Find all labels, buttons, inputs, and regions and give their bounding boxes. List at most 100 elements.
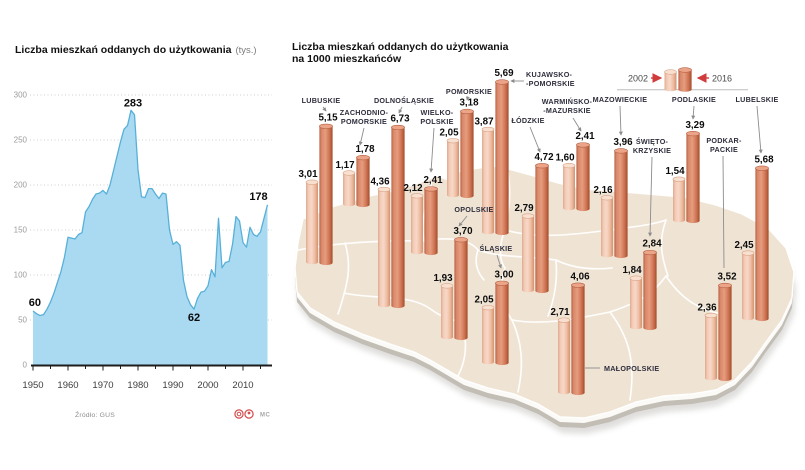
bar-2002-warminsko-top xyxy=(562,163,576,169)
y-tick-label-300: 300 xyxy=(14,91,28,100)
bar-2016-dolnoslaskie-body xyxy=(391,127,405,306)
legend-cylinder-2002-body xyxy=(664,72,677,89)
leader-opolskie xyxy=(458,215,468,227)
legend-cylinder-2002-top xyxy=(664,69,677,75)
left-chart-title-unit: (tys.) xyxy=(235,45,256,56)
value-label-2016-podlaskie: 3,29 xyxy=(685,120,705,131)
bar-2002-lubelskie-body xyxy=(742,253,754,318)
region-label-slaskie: ŚLĄSKIE xyxy=(480,244,513,253)
bar-2016-lubuskie-body xyxy=(319,126,333,263)
region-label-line-dolnoslaskie-0: DOLNOŚLĄSKIE xyxy=(374,96,434,105)
map-labels: POMORSKIE2,053,18ZACHODNIO-POMORSKIE1,17… xyxy=(298,68,778,373)
value-label-2002-swietokrzyskie: 1,84 xyxy=(622,265,642,276)
bar-2016-warminsko xyxy=(576,142,590,212)
bar-2002-dolnoslaskie-top xyxy=(377,186,391,193)
y-tick-label-150: 150 xyxy=(14,226,28,235)
region-label-dolnoslaskie: DOLNOŚLĄSKIE xyxy=(374,96,434,105)
credit-label: MC xyxy=(260,413,270,419)
region-label-lubelskie: LUBELSKIE xyxy=(736,95,779,104)
leader-wielkopolskie xyxy=(429,127,435,173)
bar-2002-lubelskie xyxy=(741,250,755,321)
left-area-chart: Liczba mieszkań oddanych do użytkowania(… xyxy=(14,44,272,419)
bar-2002-wielkopolskie-body xyxy=(411,195,423,252)
value-label-2016-kujawsko: 5,69 xyxy=(494,68,514,79)
bar-2002-slaskie-body xyxy=(482,307,494,362)
region-label-line-zachodniopomorskie-0: ZACHODNIO- xyxy=(340,108,389,117)
bar-2002-opolskie xyxy=(440,283,454,340)
x-tick-label-2000: 2000 xyxy=(197,380,218,391)
region-label-line-kujawsko-0: KUJAWSKO- xyxy=(526,70,573,79)
bar-2002-malopolskie-top xyxy=(557,317,571,323)
x-tick-label-1970: 1970 xyxy=(92,380,113,391)
x-axis-ticks: 1950 1960 1970 1980 1990 2000 2010 xyxy=(22,366,261,391)
bar-2002-lubuskie-top xyxy=(305,179,319,185)
value-label-2002-mazowieckie: 2,16 xyxy=(593,185,613,196)
bar-2016-swietokrzyskie xyxy=(643,249,657,331)
bar-2016-mazowieckie-top xyxy=(614,148,628,154)
value-label-2016-dolnoslaskie: 6,73 xyxy=(390,114,410,125)
source-label: Źródło: GUS xyxy=(75,410,115,419)
bar-2016-kujawsko xyxy=(495,79,509,236)
map-title-line1: Liczba mieszkań oddanych do użytkowania xyxy=(292,41,509,53)
leader-zachodniopomorskie xyxy=(358,127,365,146)
leader-swietokrzyskie xyxy=(648,156,653,237)
region-label-line-malopolskie-0: MAŁOPOLSKIE xyxy=(604,364,659,373)
value-label-2002-malopolskie: 2,71 xyxy=(550,307,570,318)
bar-2002-podkarpackie xyxy=(704,312,718,381)
bar-2002-slaskie xyxy=(481,305,495,365)
region-label-line-slaskie-0: ŚLĄSKIE xyxy=(480,244,513,253)
bar-2002-warminsko xyxy=(562,163,576,211)
bar-2016-lubuskie-top xyxy=(319,123,333,129)
bar-2002-swietokrzyskie-body xyxy=(630,278,642,327)
legend-cylinder-2002 xyxy=(664,69,677,92)
map-bar-chart: Liczba mieszkań oddanych do użytkowania … xyxy=(292,41,796,434)
value-label-2002-zachodniopomorskie: 1,17 xyxy=(335,160,355,171)
bar-2016-pomorskie-body xyxy=(460,111,474,196)
value-label-2002-dolnoslaskie: 4,36 xyxy=(370,177,390,188)
region-label-line-warminsko-0: WARMIŃSKO- xyxy=(542,97,593,106)
region-label-mazowieckie: MAZOWIECKIE xyxy=(593,95,648,104)
bar-2002-lodzkie-top xyxy=(521,213,535,219)
bar-2016-podlaskie xyxy=(686,131,700,224)
bar-2002-dolnoslaskie xyxy=(377,186,391,308)
bar-2002-podlaskie-top xyxy=(672,176,686,182)
bar-2016-lubuskie xyxy=(319,123,333,266)
legend-cylinders xyxy=(664,67,692,92)
legend-label-2016: 2016 xyxy=(712,74,732,84)
bar-2016-podkarpackie xyxy=(718,282,732,382)
value-label-2002-lubuskie: 3,01 xyxy=(298,169,318,180)
bar-2002-malopolskie-body xyxy=(558,320,570,392)
bar-2016-warminsko-top xyxy=(576,142,590,148)
value-label-2016-mazowieckie: 3,96 xyxy=(613,137,633,148)
annotation-62: 62 xyxy=(188,312,200,324)
region-label-line-wielkopolskie-1: POLSKIE xyxy=(420,117,453,126)
region-label-line-mazowieckie-0: MAZOWIECKIE xyxy=(593,95,648,104)
bar-2016-zachodniopomorskie-body xyxy=(356,157,370,205)
leader-pomorskie xyxy=(465,96,470,101)
bar-2016-mazowieckie-body xyxy=(614,150,628,256)
x-tick-label-2010: 2010 xyxy=(232,380,253,391)
y-tick-label-0: 0 xyxy=(23,361,28,370)
bar-2016-swietokrzyskie-body xyxy=(643,252,657,328)
bar-2002-podkarpackie-top xyxy=(704,312,718,319)
left-chart-title: Liczba mieszkań oddanych do użytkowania(… xyxy=(15,44,257,56)
annotation-60: 60 xyxy=(29,297,41,309)
bar-2002-opolskie-top xyxy=(440,283,454,289)
region-label-line-warminsko-1: -MAZURSKIE xyxy=(543,106,591,115)
area-fill xyxy=(33,110,268,365)
bar-2002-mazowieckie-top xyxy=(600,195,614,201)
bar-2002-lodzkie-body xyxy=(522,216,534,290)
bar-2016-kujawsko-top xyxy=(495,79,509,85)
region-label-line-kujawsko-1: -POMORSKIE xyxy=(526,79,575,88)
bar-2002-opolskie-body xyxy=(441,285,453,337)
bar-2002-pomorskie-body xyxy=(447,140,459,195)
bar-2016-slaskie-top xyxy=(495,280,509,286)
bar-2016-zachodniopomorskie-top xyxy=(356,155,370,161)
bar-2002-slaskie-top xyxy=(481,305,495,311)
bar-2016-lodzkie-top xyxy=(535,163,549,169)
bar-2002-wielkopolskie xyxy=(410,193,424,255)
bar-2002-kujawsko-top xyxy=(481,126,495,133)
bar-2016-opolskie xyxy=(454,237,468,341)
leader-podlaskie xyxy=(691,105,696,120)
value-label-2016-lodzkie: 4,72 xyxy=(534,152,554,163)
